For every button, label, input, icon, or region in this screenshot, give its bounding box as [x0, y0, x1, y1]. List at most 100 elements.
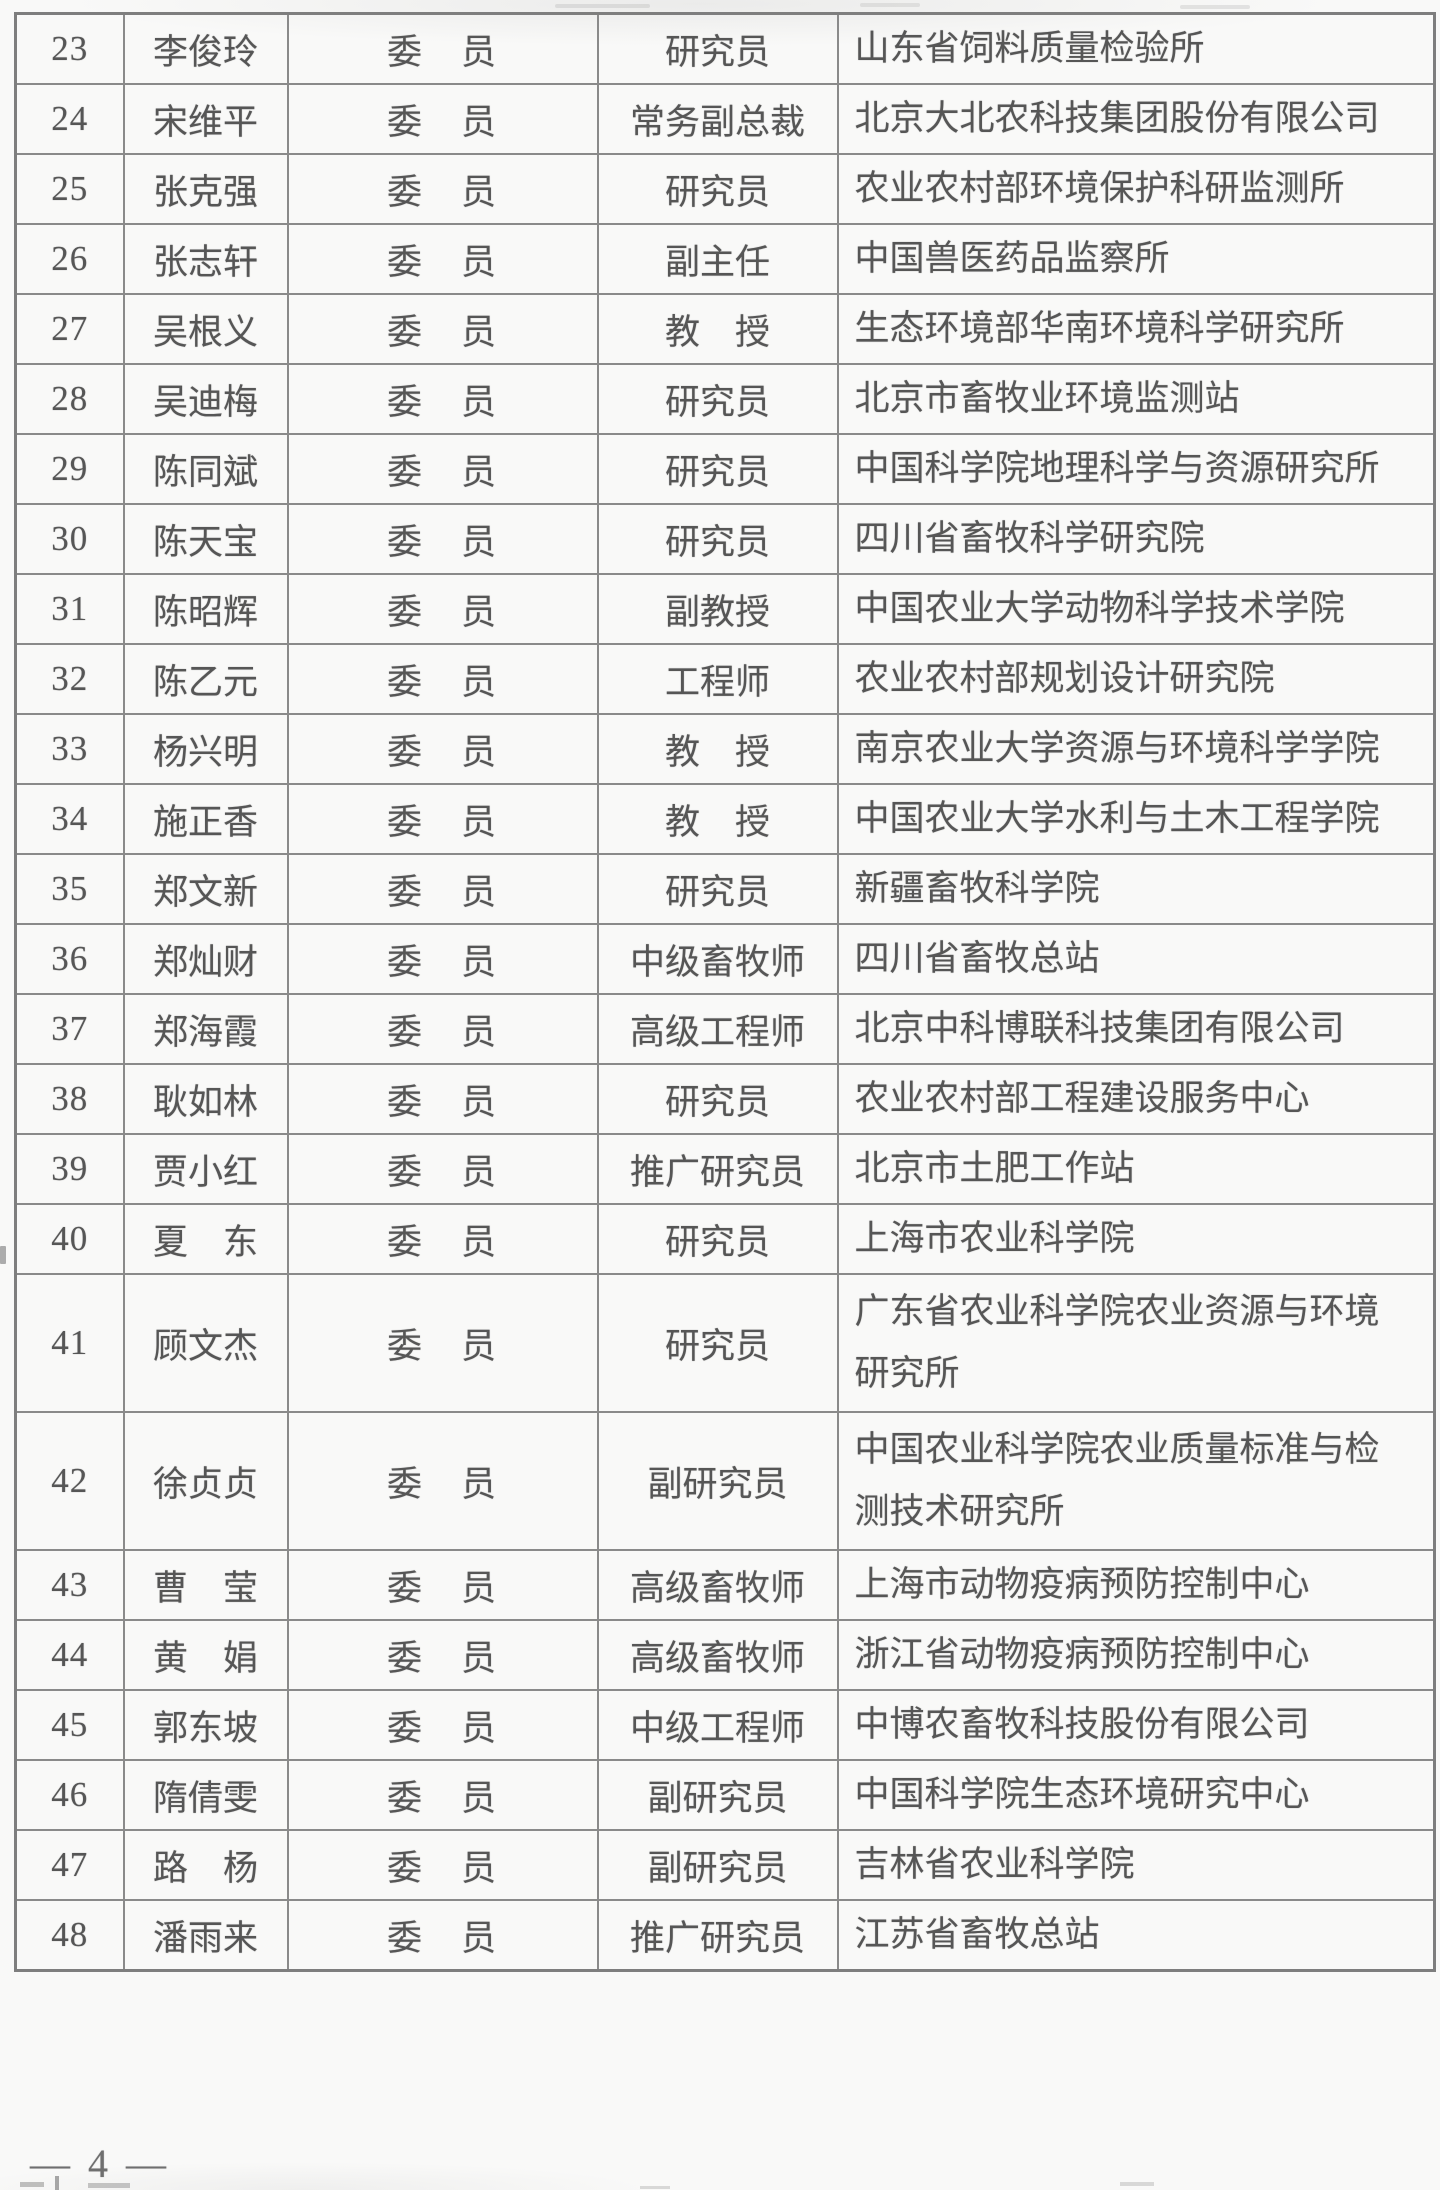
member-number: 24 [14, 83, 125, 155]
member-name: 贾小红 [122, 1133, 289, 1205]
member-number: 28 [14, 363, 125, 435]
member-role: 委 员 [286, 153, 599, 225]
member-number: 35 [14, 853, 125, 925]
table-row: 48 潘雨来 委 员 推广研究员 江苏省畜牧总站 [14, 1899, 1436, 1972]
member-role: 委 员 [286, 713, 599, 785]
member-title: 高级畜牧师 [596, 1619, 839, 1691]
member-organization: 四川省畜牧总站 [836, 923, 1436, 995]
member-number: 39 [14, 1133, 125, 1205]
member-organization: 中国科学院生态环境研究中心 [836, 1759, 1436, 1831]
member-organization: 新疆畜牧科学院 [836, 853, 1436, 925]
member-role: 委 员 [286, 783, 599, 855]
table-row: 30 陈天宝 委 员 研究员 四川省畜牧科学研究院 [14, 503, 1436, 575]
member-title: 高级畜牧师 [596, 1549, 839, 1621]
member-name: 陈昭辉 [122, 573, 289, 645]
member-organization: 广东省农业科学院农业资源与环境 研究所 [836, 1273, 1436, 1413]
member-title: 教 授 [596, 783, 839, 855]
member-organization: 南京农业大学资源与环境科学学院 [836, 713, 1436, 785]
member-name: 宋维平 [122, 83, 289, 155]
member-organization: 北京市土肥工作站 [836, 1133, 1436, 1205]
table-row: 47 路 杨 委 员 副研究员 吉林省农业科学院 [14, 1829, 1436, 1901]
member-title: 研究员 [596, 853, 839, 925]
member-role: 委 员 [286, 1063, 599, 1135]
table-row: 41 顾文杰 委 员 研究员 广东省农业科学院农业资源与环境 研究所 [14, 1273, 1436, 1413]
table-row: 42 徐贞贞 委 员 副研究员 中国农业科学院农业质量标准与检 测技术研究所 [14, 1411, 1436, 1551]
member-title: 研究员 [596, 363, 839, 435]
scan-artifact [640, 2186, 670, 2189]
member-organization: 北京大北农科技集团股份有限公司 [836, 83, 1436, 155]
table-row: 31 陈昭辉 委 员 副教授 中国农业大学动物科学技术学院 [14, 573, 1436, 645]
member-role: 委 员 [286, 853, 599, 925]
member-organization: 北京市畜牧业环境监测站 [836, 363, 1436, 435]
member-title: 工程师 [596, 643, 839, 715]
member-title: 中级工程师 [596, 1689, 839, 1761]
member-name: 隋倩雯 [122, 1759, 289, 1831]
member-organization: 中国兽医药品监察所 [836, 223, 1436, 295]
member-title: 研究员 [596, 433, 839, 505]
table-row: 28 吴迪梅 委 员 研究员 北京市畜牧业环境监测站 [14, 363, 1436, 435]
member-number: 37 [14, 993, 125, 1065]
member-name: 徐贞贞 [122, 1411, 289, 1551]
table-row: 26 张志轩 委 员 副主任 中国兽医药品监察所 [14, 223, 1436, 295]
member-name: 郑文新 [122, 853, 289, 925]
member-title: 教 授 [596, 293, 839, 365]
member-number: 38 [14, 1063, 125, 1135]
member-organization: 上海市动物疫病预防控制中心 [836, 1549, 1436, 1621]
member-table-body: 23 李俊玲 委 员 研究员 山东省饲料质量检验所 24 宋维平 委 员 常务副… [14, 12, 1436, 1972]
member-name: 张志轩 [122, 223, 289, 295]
member-number: 29 [14, 433, 125, 505]
member-role: 委 员 [286, 643, 599, 715]
member-number: 44 [14, 1619, 125, 1691]
member-name: 吴迪梅 [122, 363, 289, 435]
member-organization: 农业农村部规划设计研究院 [836, 643, 1436, 715]
table-row: 38 耿如林 委 员 研究员 农业农村部工程建设服务中心 [14, 1063, 1436, 1135]
member-number: 34 [14, 783, 125, 855]
member-organization: 农业农村部工程建设服务中心 [836, 1063, 1436, 1135]
scan-artifact [555, 4, 650, 8]
member-title: 高级工程师 [596, 993, 839, 1065]
member-role: 委 员 [286, 573, 599, 645]
member-number: 41 [14, 1273, 125, 1413]
member-name: 郑灿财 [122, 923, 289, 995]
member-organization: 江苏省畜牧总站 [836, 1899, 1436, 1972]
member-name: 耿如林 [122, 1063, 289, 1135]
member-organization: 中博农畜牧科技股份有限公司 [836, 1689, 1436, 1761]
member-number: 32 [14, 643, 125, 715]
member-name: 郑海霞 [122, 993, 289, 1065]
member-organization: 中国农业大学动物科学技术学院 [836, 573, 1436, 645]
table-row: 33 杨兴明 委 员 教 授 南京农业大学资源与环境科学学院 [14, 713, 1436, 785]
member-role: 委 员 [286, 1899, 599, 1972]
table-row: 24 宋维平 委 员 常务副总裁 北京大北农科技集团股份有限公司 [14, 83, 1436, 155]
scan-artifact [860, 3, 920, 7]
member-number: 40 [14, 1203, 125, 1275]
table-row: 39 贾小红 委 员 推广研究员 北京市土肥工作站 [14, 1133, 1436, 1205]
member-role: 委 员 [286, 293, 599, 365]
member-role: 委 员 [286, 1829, 599, 1901]
member-name: 潘雨来 [122, 1899, 289, 1972]
member-organization: 中国农业大学水利与土木工程学院 [836, 783, 1436, 855]
scan-artifact [1180, 5, 1250, 9]
member-title: 常务副总裁 [596, 83, 839, 155]
member-role: 委 员 [286, 1549, 599, 1621]
member-name: 吴根义 [122, 293, 289, 365]
member-organization: 农业农村部环境保护科研监测所 [836, 153, 1436, 225]
member-name: 杨兴明 [122, 713, 289, 785]
scan-artifact [0, 1246, 6, 1264]
member-name: 陈天宝 [122, 503, 289, 575]
member-number: 31 [14, 573, 125, 645]
member-title: 研究员 [596, 1203, 839, 1275]
member-number: 33 [14, 713, 125, 785]
member-title: 研究员 [596, 1273, 839, 1413]
member-name: 路 杨 [122, 1829, 289, 1901]
member-role: 委 员 [286, 1273, 599, 1413]
member-role: 委 员 [286, 223, 599, 295]
member-number: 47 [14, 1829, 125, 1901]
member-organization: 中国科学院地理科学与资源研究所 [836, 433, 1436, 505]
member-number: 46 [14, 1759, 125, 1831]
table-row: 45 郭东坡 委 员 中级工程师 中博农畜牧科技股份有限公司 [14, 1689, 1436, 1761]
page-number-footer: — 4 — [30, 2141, 170, 2186]
table-row: 44 黄 娟 委 员 高级畜牧师 浙江省动物疫病预防控制中心 [14, 1619, 1436, 1691]
member-organization: 中国农业科学院农业质量标准与检 测技术研究所 [836, 1411, 1436, 1551]
member-name: 施正香 [122, 783, 289, 855]
member-name: 曹 莹 [122, 1549, 289, 1621]
